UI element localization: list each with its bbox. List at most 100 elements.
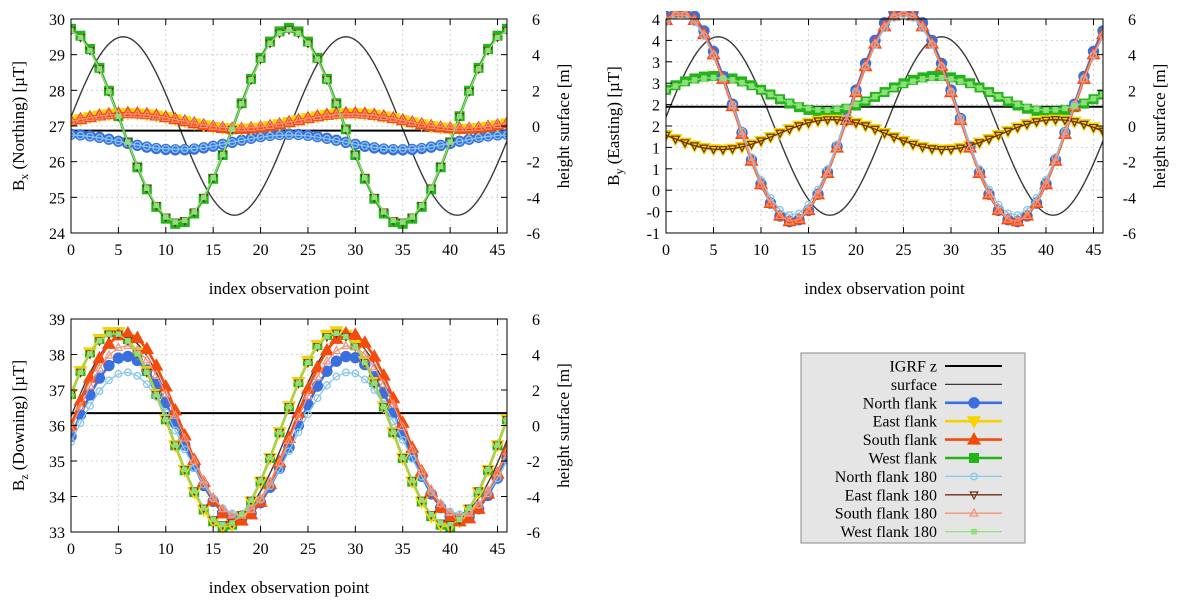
data-point bbox=[927, 38, 937, 48]
x-tick-label: 45 bbox=[490, 541, 506, 558]
data-point bbox=[464, 507, 474, 517]
data-point bbox=[407, 116, 418, 126]
data-point bbox=[984, 135, 994, 145]
data-point bbox=[209, 141, 218, 150]
data-point bbox=[304, 410, 312, 419]
data-point bbox=[832, 116, 842, 126]
data-point bbox=[276, 429, 283, 436]
data-point bbox=[312, 111, 323, 121]
x-tick-label: 10 bbox=[158, 242, 174, 259]
data-point bbox=[484, 132, 492, 141]
data-point bbox=[294, 428, 303, 437]
data-point bbox=[343, 333, 349, 340]
data-point bbox=[853, 101, 859, 108]
data-point bbox=[357, 335, 372, 348]
data-point bbox=[445, 122, 455, 132]
data-point bbox=[986, 89, 992, 96]
data-point bbox=[200, 505, 207, 511]
y-tick-label: 27 bbox=[49, 119, 65, 136]
data-point bbox=[1012, 215, 1023, 225]
data-point bbox=[494, 442, 501, 448]
data-point bbox=[134, 351, 141, 357]
data-point bbox=[1088, 123, 1099, 133]
data-point bbox=[398, 435, 407, 444]
data-point bbox=[378, 111, 389, 121]
data-point bbox=[248, 497, 254, 503]
data-point bbox=[94, 362, 105, 372]
data-point bbox=[286, 404, 292, 410]
data-point bbox=[832, 142, 842, 152]
data-point bbox=[293, 412, 304, 422]
data-point bbox=[274, 118, 285, 128]
data-point bbox=[872, 93, 878, 100]
data-point bbox=[85, 380, 95, 390]
x-tick-label: 35 bbox=[395, 541, 411, 558]
data-point bbox=[729, 77, 736, 83]
data-point bbox=[777, 95, 783, 102]
data-point bbox=[229, 520, 235, 526]
legend-label: West flank 180 bbox=[841, 524, 937, 541]
data-point bbox=[803, 119, 814, 129]
data-point bbox=[322, 109, 332, 119]
data-point bbox=[275, 131, 284, 140]
series-south-flank-180 bbox=[71, 340, 507, 520]
x-tick-label: 20 bbox=[848, 242, 864, 259]
data-point bbox=[398, 145, 407, 154]
data-point bbox=[485, 466, 491, 473]
y-tick-label: 4 bbox=[652, 12, 660, 29]
data-point bbox=[303, 112, 313, 122]
data-point bbox=[313, 133, 322, 142]
data-point bbox=[466, 505, 472, 511]
data-point bbox=[238, 511, 245, 518]
data-point bbox=[113, 342, 124, 351]
data-point bbox=[304, 131, 312, 140]
data-point bbox=[445, 507, 455, 517]
data-point bbox=[265, 476, 275, 486]
data-point bbox=[324, 333, 330, 340]
data-point bbox=[389, 417, 398, 426]
data-point bbox=[115, 331, 122, 337]
y2-tick-label: -4 bbox=[527, 490, 540, 507]
data-point bbox=[285, 130, 293, 139]
legend-item-north-flank: North flank bbox=[863, 395, 1002, 412]
data-point bbox=[455, 137, 464, 146]
x-tick-label: 25 bbox=[300, 242, 316, 259]
data-point bbox=[456, 516, 463, 523]
data-point bbox=[106, 331, 112, 337]
plot-area bbox=[71, 22, 507, 229]
data-point bbox=[332, 372, 341, 381]
data-point bbox=[319, 342, 334, 356]
data-point bbox=[1012, 123, 1023, 133]
data-point bbox=[152, 143, 161, 152]
data-point bbox=[101, 336, 116, 349]
data-point bbox=[946, 86, 956, 96]
data-point bbox=[1031, 118, 1042, 128]
data-point bbox=[303, 390, 313, 400]
data-point bbox=[170, 410, 181, 419]
data-point bbox=[71, 27, 74, 34]
data-point bbox=[813, 188, 823, 198]
y-tick-label: 1 bbox=[652, 140, 660, 157]
x-axis-label: index observation point bbox=[209, 578, 370, 597]
data-point bbox=[103, 359, 115, 372]
data-point bbox=[112, 352, 125, 364]
data-point bbox=[1033, 106, 1040, 113]
y-tick-label: -1 bbox=[647, 226, 660, 243]
data-point bbox=[210, 516, 216, 523]
data-point bbox=[504, 27, 507, 34]
data-point bbox=[227, 509, 237, 519]
data-point bbox=[426, 483, 436, 493]
data-point bbox=[390, 429, 397, 436]
data-point bbox=[784, 215, 795, 225]
data-point bbox=[341, 138, 350, 147]
y2-tick-label: 2 bbox=[532, 83, 540, 100]
x-tick-label: 5 bbox=[114, 242, 122, 259]
data-point bbox=[125, 338, 131, 344]
data-point bbox=[1079, 120, 1089, 130]
data-point bbox=[499, 442, 507, 456]
data-point bbox=[418, 497, 425, 503]
data-point bbox=[210, 175, 216, 181]
data-point bbox=[670, 135, 681, 145]
data-point bbox=[1050, 116, 1061, 126]
